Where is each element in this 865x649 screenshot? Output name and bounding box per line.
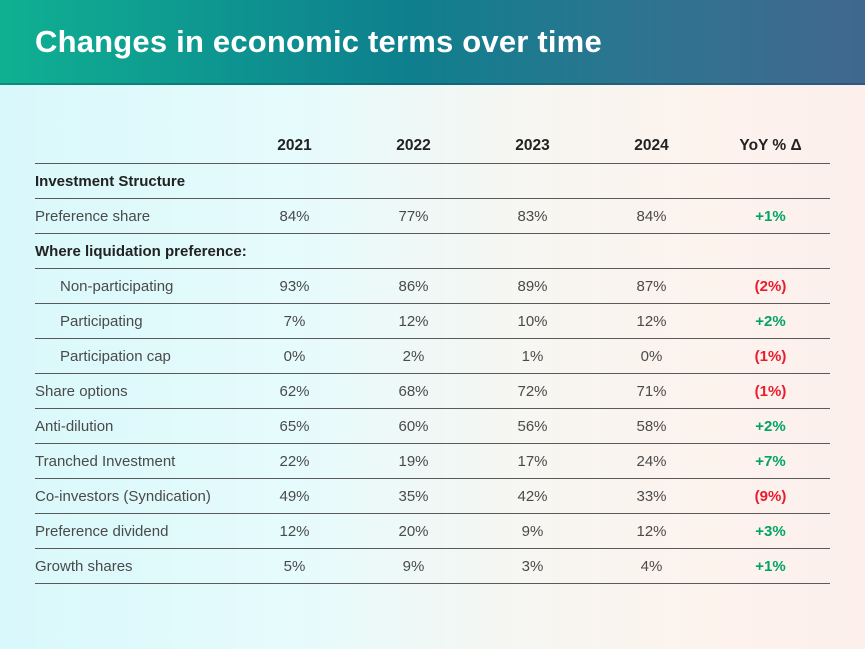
value-cell: 87% — [636, 277, 667, 295]
value-cell: 77% — [398, 207, 429, 225]
yoy-cell: (9%) — [754, 487, 787, 505]
value-cell: 0% — [283, 347, 306, 365]
value-cell: 62% — [279, 382, 310, 400]
value-cell: 68% — [398, 382, 429, 400]
yoy-cell: +2% — [755, 312, 786, 330]
yoy-cell: (2%) — [754, 277, 787, 295]
value-cell: 33% — [636, 487, 667, 505]
table-row: Participation cap 0% 2% 1% 0% (1%) — [35, 338, 830, 373]
value-cell: 84% — [279, 207, 310, 225]
section-row: Where liquidation preference: — [35, 233, 830, 268]
row-label: Participation cap — [60, 347, 171, 365]
value-cell: 84% — [636, 207, 667, 225]
row-label: Anti-dilution — [35, 417, 114, 435]
column-header-2021: 2021 — [277, 136, 312, 154]
yoy-cell: +3% — [755, 522, 786, 540]
table-header-row: 2021 2022 2023 2024 YoY % Δ — [35, 128, 830, 163]
yoy-cell: +1% — [755, 557, 786, 575]
table-row: Anti-dilution 65% 60% 56% 58% +2% — [35, 408, 830, 443]
row-label: Share options — [35, 382, 128, 400]
yoy-cell: +2% — [755, 417, 786, 435]
yoy-cell: +1% — [755, 207, 786, 225]
section-label: Where liquidation preference: — [35, 242, 247, 260]
table-row: Participating 7% 12% 10% 12% +2% — [35, 303, 830, 338]
value-cell: 65% — [279, 417, 310, 435]
yoy-cell: (1%) — [754, 382, 787, 400]
section-label: Investment Structure — [35, 172, 186, 190]
value-cell: 35% — [398, 487, 429, 505]
value-cell: 12% — [279, 522, 310, 540]
value-cell: 12% — [636, 312, 667, 330]
value-cell: 19% — [398, 452, 429, 470]
column-header-2024: 2024 — [634, 136, 669, 154]
economic-terms-table: 2021 2022 2023 2024 YoY % Δ Investment S… — [35, 128, 830, 584]
table-row: Preference dividend 12% 20% 9% 12% +3% — [35, 513, 830, 548]
content-area: 2021 2022 2023 2024 YoY % Δ Investment S… — [0, 85, 865, 649]
table-row: Growth shares 5% 9% 3% 4% +1% — [35, 548, 830, 583]
value-cell: 93% — [279, 277, 310, 295]
row-label: Preference dividend — [35, 522, 169, 540]
column-header-yoy: YoY % Δ — [739, 136, 802, 154]
value-cell: 17% — [517, 452, 548, 470]
value-cell: 5% — [283, 557, 306, 575]
value-cell: 12% — [398, 312, 429, 330]
value-cell: 0% — [640, 347, 663, 365]
value-cell: 12% — [636, 522, 667, 540]
table-row: Co-investors (Syndication) 49% 35% 42% 3… — [35, 478, 830, 513]
value-cell: 1% — [521, 347, 544, 365]
value-cell: 9% — [521, 522, 544, 540]
value-cell: 9% — [402, 557, 425, 575]
table-row: Non-participating 93% 86% 89% 87% (2%) — [35, 268, 830, 303]
value-cell: 49% — [279, 487, 310, 505]
value-cell: 20% — [398, 522, 429, 540]
value-cell: 89% — [517, 277, 548, 295]
value-cell: 56% — [517, 417, 548, 435]
section-row: Investment Structure — [35, 163, 830, 198]
value-cell: 86% — [398, 277, 429, 295]
row-label: Tranched Investment — [35, 452, 176, 470]
value-cell: 22% — [279, 452, 310, 470]
table-row: Preference share 84% 77% 83% 84% +1% — [35, 198, 830, 233]
table-row: Tranched Investment 22% 19% 17% 24% +7% — [35, 443, 830, 478]
value-cell: 71% — [636, 382, 667, 400]
value-cell: 83% — [517, 207, 548, 225]
title-banner: Changes in economic terms over time — [0, 0, 865, 85]
yoy-cell: +7% — [755, 452, 786, 470]
value-cell: 58% — [636, 417, 667, 435]
yoy-cell: (1%) — [754, 347, 787, 365]
row-label: Co-investors (Syndication) — [35, 487, 211, 505]
row-label: Participating — [60, 312, 143, 330]
value-cell: 24% — [636, 452, 667, 470]
value-cell: 60% — [398, 417, 429, 435]
value-cell: 7% — [283, 312, 306, 330]
value-cell: 3% — [521, 557, 544, 575]
row-label: Non-participating — [60, 277, 174, 295]
column-header-2023: 2023 — [515, 136, 550, 154]
value-cell: 42% — [517, 487, 548, 505]
row-label: Growth shares — [35, 557, 133, 575]
value-cell: 72% — [517, 382, 548, 400]
row-label: Preference share — [35, 207, 151, 225]
column-header-2022: 2022 — [396, 136, 431, 154]
value-cell: 2% — [402, 347, 425, 365]
value-cell: 10% — [517, 312, 548, 330]
table-row: Share options 62% 68% 72% 71% (1%) — [35, 373, 830, 408]
value-cell: 4% — [640, 557, 663, 575]
page-title: Changes in economic terms over time — [35, 23, 602, 59]
